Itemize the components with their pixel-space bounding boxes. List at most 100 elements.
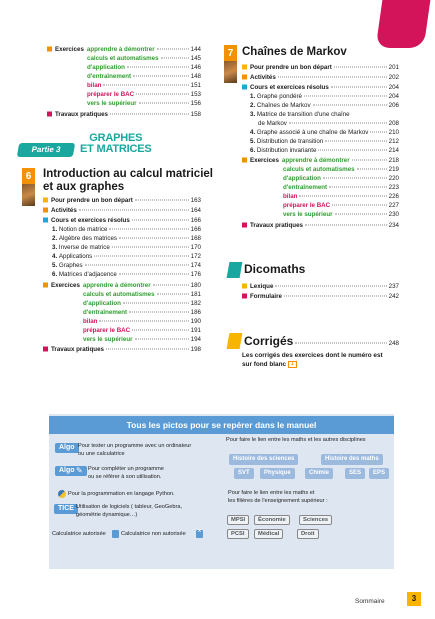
toc-entry[interactable]: Cours et exercices résolus 204 [242, 84, 399, 93]
partie-title: GRAPHES ET MATRICES [80, 132, 152, 155]
algo-chip: Algo [55, 443, 79, 453]
square-bullet-icon [43, 217, 48, 223]
python-icon [58, 490, 66, 498]
toc-entry[interactable]: d'entraînement 223 [283, 184, 399, 191]
toc-entry-travaux[interactable]: Travaux pratiques 234 [242, 222, 399, 231]
chapter-thumbnail-image [224, 61, 237, 83]
dicomaths-title[interactable]: Dicomaths [244, 262, 306, 276]
square-bullet-icon [242, 283, 247, 289]
algo-edit-description: Pour compléter un programme ou se référer… [88, 466, 164, 480]
calc-authorized-label: Calculatrice autorisée [52, 531, 106, 537]
python-description: Pour la programmation en langage Python. [68, 491, 175, 497]
filiere-chip: Droit [297, 529, 319, 539]
toc-entry[interactable]: vers le supérieur 156 [87, 100, 201, 107]
square-bullet-icon [47, 46, 52, 52]
square-bullet-icon [43, 207, 48, 213]
toc-entry[interactable]: d'entraînement 186 [83, 309, 201, 316]
toc-entry[interactable]: vers le supérieur 194 [83, 336, 201, 343]
toc-entry[interactable]: bilan 190 [83, 318, 201, 325]
corriges-description: Les corrigés des exercices dont le numér… [242, 352, 383, 368]
filiere-chip: MPSI [227, 515, 250, 525]
disciplines-caption: Pour faire le lien entre les maths et le… [226, 437, 366, 443]
chapter-title[interactable]: Chaînes de Markov [242, 46, 347, 58]
toc-section[interactable]: 5. Graphes 174 [52, 262, 201, 269]
toc-entry[interactable]: Formulaire 242 [242, 293, 399, 302]
toc-section[interactable]: 1. Graphe pondéré 204 [250, 93, 399, 100]
toc-entry[interactable]: calculs et automatismes 145 [87, 55, 201, 62]
toc-entry[interactable]: Lexique 237 [242, 283, 399, 292]
toc-entry[interactable]: préparer le BAC 191 [83, 327, 201, 334]
square-bullet-icon [242, 84, 247, 90]
toc-section[interactable]: 4. Graphe associé à une chaîne de Markov… [250, 129, 399, 136]
filiere-chip: Économie [254, 515, 290, 525]
filiere-chip: Médical [254, 529, 284, 539]
corriges-badge [226, 333, 243, 349]
corner-tab-decoration [375, 0, 431, 48]
toc-entry[interactable]: Exercices apprendre à démontrer 144 [47, 46, 201, 55]
filiere-chip: PCSI [227, 529, 249, 539]
toc-entry[interactable]: bilan 151 [87, 82, 201, 89]
discipline-chip: EPS [369, 468, 390, 479]
square-bullet-icon [242, 222, 247, 228]
filiere-chip: Sciences [299, 515, 333, 525]
toc-entry[interactable]: vers le supérieur 230 [283, 211, 399, 218]
toc-section[interactable]: 2. Algèbre des matrices 168 [52, 235, 201, 242]
toc-entry[interactable]: bilan 226 [283, 193, 399, 200]
filieres-caption: Pour faire le lien entre les maths et les… [228, 490, 328, 504]
toc-entry[interactable]: préparer le BAC 153 [87, 91, 201, 98]
toc-section[interactable]: 6. Distribution invariante 214 [250, 147, 399, 154]
square-bullet-icon [43, 282, 48, 288]
pictos-panel [49, 414, 394, 569]
toc-entry[interactable]: Activités 202 [242, 74, 399, 83]
toc-section[interactable]: 6. Matrices d'adjacence 176 [52, 271, 201, 278]
toc-entry[interactable]: Pour prendre un bon départ 163 [43, 197, 201, 206]
toc-section[interactable]: de Markov 208 [258, 120, 399, 127]
chapter-title[interactable]: Introduction au calcul matriciel et aux … [43, 168, 213, 193]
toc-section[interactable]: 1. Notion de matrice 166 [52, 226, 201, 233]
toc-entry[interactable]: calculs et automatismes 181 [83, 291, 201, 298]
toc-entry-travaux[interactable]: Travaux pratiques 158 [47, 111, 201, 120]
toc-section[interactable]: 5. Distribution de transition 212 [250, 138, 399, 145]
tice-chip: TICE [54, 504, 78, 514]
square-bullet-icon [242, 64, 247, 70]
toc-section[interactable]: 3. Matrice de transition d'une chaîne [250, 111, 350, 118]
calculator-forbidden-icon [196, 528, 203, 538]
toc-entry[interactable]: d'application 182 [83, 300, 201, 307]
toc-section[interactable]: 2. Chaînes de Markov 206 [250, 102, 399, 109]
toc-section[interactable]: 3. Inverse de matrice 170 [52, 244, 201, 251]
square-bullet-icon [43, 346, 48, 352]
calc-forbidden-label: Calculatrice non autorisée [121, 531, 186, 537]
toc-entry-travaux[interactable]: Travaux pratiques 198 [43, 346, 201, 355]
discipline-chip: Histoire des maths [321, 454, 383, 465]
discipline-chip: Histoire des sciences [229, 454, 299, 465]
toc-entry[interactable]: d'application 220 [283, 175, 399, 182]
toc-entry[interactable]: Pour prendre un bon départ 201 [242, 64, 399, 73]
toc-entry[interactable]: calculs et automatismes 219 [283, 166, 399, 173]
algo-edit-chip: Algo [55, 466, 87, 476]
page-number: 3 [407, 592, 421, 606]
toc-entry[interactable]: Cours et exercices résolus 166 [43, 217, 201, 226]
toc-entry[interactable]: d'entraînement 148 [87, 73, 201, 80]
square-bullet-icon [242, 157, 247, 163]
white-number-box-icon: 1 [287, 360, 297, 368]
toc-entry[interactable]: Exercices apprendre à démontrer 218 [242, 157, 399, 166]
square-bullet-icon [242, 74, 247, 80]
square-bullet-icon [47, 111, 52, 117]
dicomaths-badge [226, 262, 243, 278]
toc-section[interactable]: 4. Applications 172 [52, 253, 201, 260]
chapter-number-badge: 6 [22, 168, 35, 206]
square-bullet-icon [242, 293, 247, 299]
square-bullet-icon [43, 197, 48, 203]
toc-entry[interactable]: Exercices apprendre à démontrer 180 [43, 282, 201, 291]
discipline-chip: Physique [260, 468, 295, 479]
toc-entry[interactable]: Activités 164 [43, 207, 201, 216]
toc-entry[interactable]: d'application 146 [87, 64, 201, 71]
toc-entry[interactable]: préparer le BAC 227 [283, 202, 399, 209]
tice-description: Utilisation de logiciels ( tableur, GeoG… [76, 504, 183, 518]
discipline-chip: SVT [234, 468, 254, 479]
pictos-header: Tous les pictos pour se repérer dans le … [49, 416, 394, 434]
discipline-chip: SES [345, 468, 366, 479]
calculator-icon [112, 530, 119, 538]
wrench-icon: ✎ [76, 466, 83, 475]
corriges-title[interactable]: Corrigés 248 [244, 334, 399, 348]
